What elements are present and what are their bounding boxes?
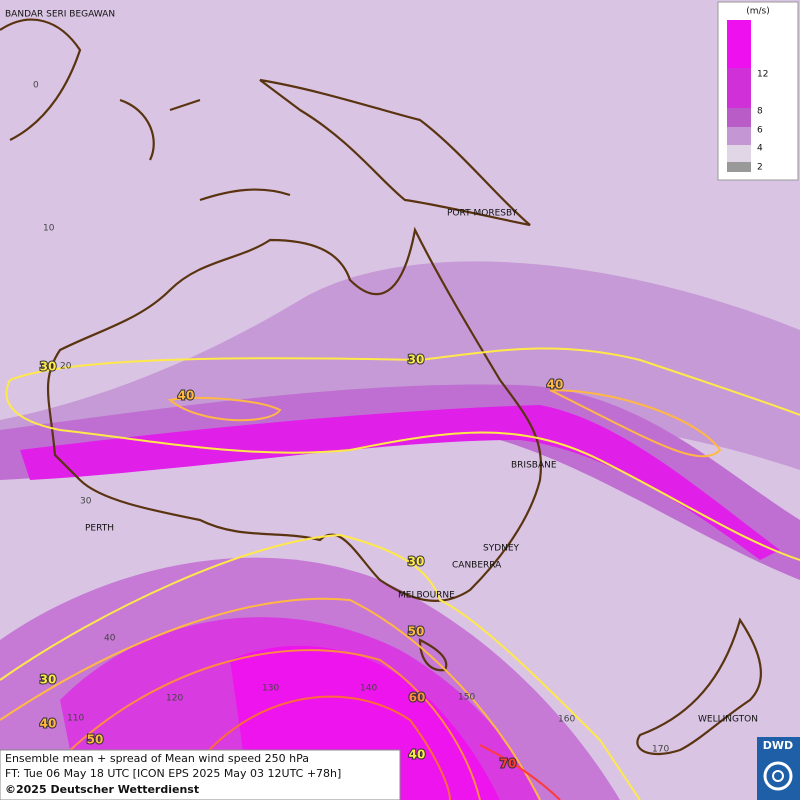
grid-label: 10 xyxy=(43,224,55,234)
legend-tick: 8 xyxy=(757,107,763,117)
contour-label: 30 xyxy=(408,353,425,367)
footer-line: ©2025 Deutscher Wetterdienst xyxy=(5,783,199,796)
grid-label: 0 xyxy=(33,81,39,91)
contour-label: 40 xyxy=(178,389,195,403)
grid-label: 110 xyxy=(67,714,84,724)
contour-label: 40 xyxy=(547,378,564,392)
labels: BANDAR SERI BEGAWAN PORT MORESBY BRISBANE P… xyxy=(5,10,758,772)
contour-label: 50 xyxy=(408,625,425,639)
grid-label: 40 xyxy=(104,634,116,644)
grid-label: 160 xyxy=(558,715,575,725)
contour-label: 40 xyxy=(409,748,426,762)
legend-unit: (m/s) xyxy=(746,7,770,17)
coastline xyxy=(0,18,762,755)
contour-label: 30 xyxy=(40,360,57,374)
legend-tick: 4 xyxy=(757,144,763,154)
city-label: WELLINGTON xyxy=(698,715,758,725)
city-label: MELBOURNE xyxy=(398,591,455,601)
contour-label: 30 xyxy=(408,555,425,569)
logo-icon xyxy=(763,761,793,791)
contour-label: 40 xyxy=(40,717,57,731)
grid-label: 150 xyxy=(458,693,475,703)
legend-swatch xyxy=(727,108,751,127)
city-label: BANDAR SERI BEGAWAN xyxy=(5,10,115,20)
contours xyxy=(0,347,800,800)
grid-label: 20 xyxy=(60,362,72,372)
contour-label: 60 xyxy=(409,691,426,705)
legend-swatch xyxy=(727,162,751,172)
grid-label: 140 xyxy=(360,684,377,694)
logo-text: DWD xyxy=(763,739,793,752)
contour-label: 30 xyxy=(40,673,57,687)
grid-label: 130 xyxy=(262,684,279,694)
logo-icon xyxy=(772,770,784,782)
city-label: PORT MORESBY xyxy=(447,209,518,219)
legend-swatch xyxy=(727,127,751,145)
city-label: PERTH xyxy=(85,524,114,534)
city-label: CANBERRA xyxy=(452,561,502,571)
legend-swatch xyxy=(727,68,751,108)
grid-label: 120 xyxy=(166,694,183,704)
footer-line: FT: Tue 06 May 18 UTC [ICON EPS 2025 May… xyxy=(5,767,341,780)
legend-swatch xyxy=(727,20,751,68)
contour-label: 70 xyxy=(500,757,517,771)
legend-swatch xyxy=(727,145,751,162)
grid-label: 30 xyxy=(80,497,92,507)
footer-line: Ensemble mean + spread of Mean wind spee… xyxy=(5,752,309,765)
legend-tick: 2 xyxy=(757,163,763,173)
city-label: BRISBANE xyxy=(511,461,557,471)
jet-core xyxy=(20,405,780,560)
contour-label: 50 xyxy=(87,733,104,747)
legend-tick: 12 xyxy=(757,70,768,80)
footer-box xyxy=(0,749,401,800)
city-label: SYDNEY xyxy=(483,544,520,554)
legend-tick: 6 xyxy=(757,126,763,136)
grid-label: 170 xyxy=(652,745,669,755)
